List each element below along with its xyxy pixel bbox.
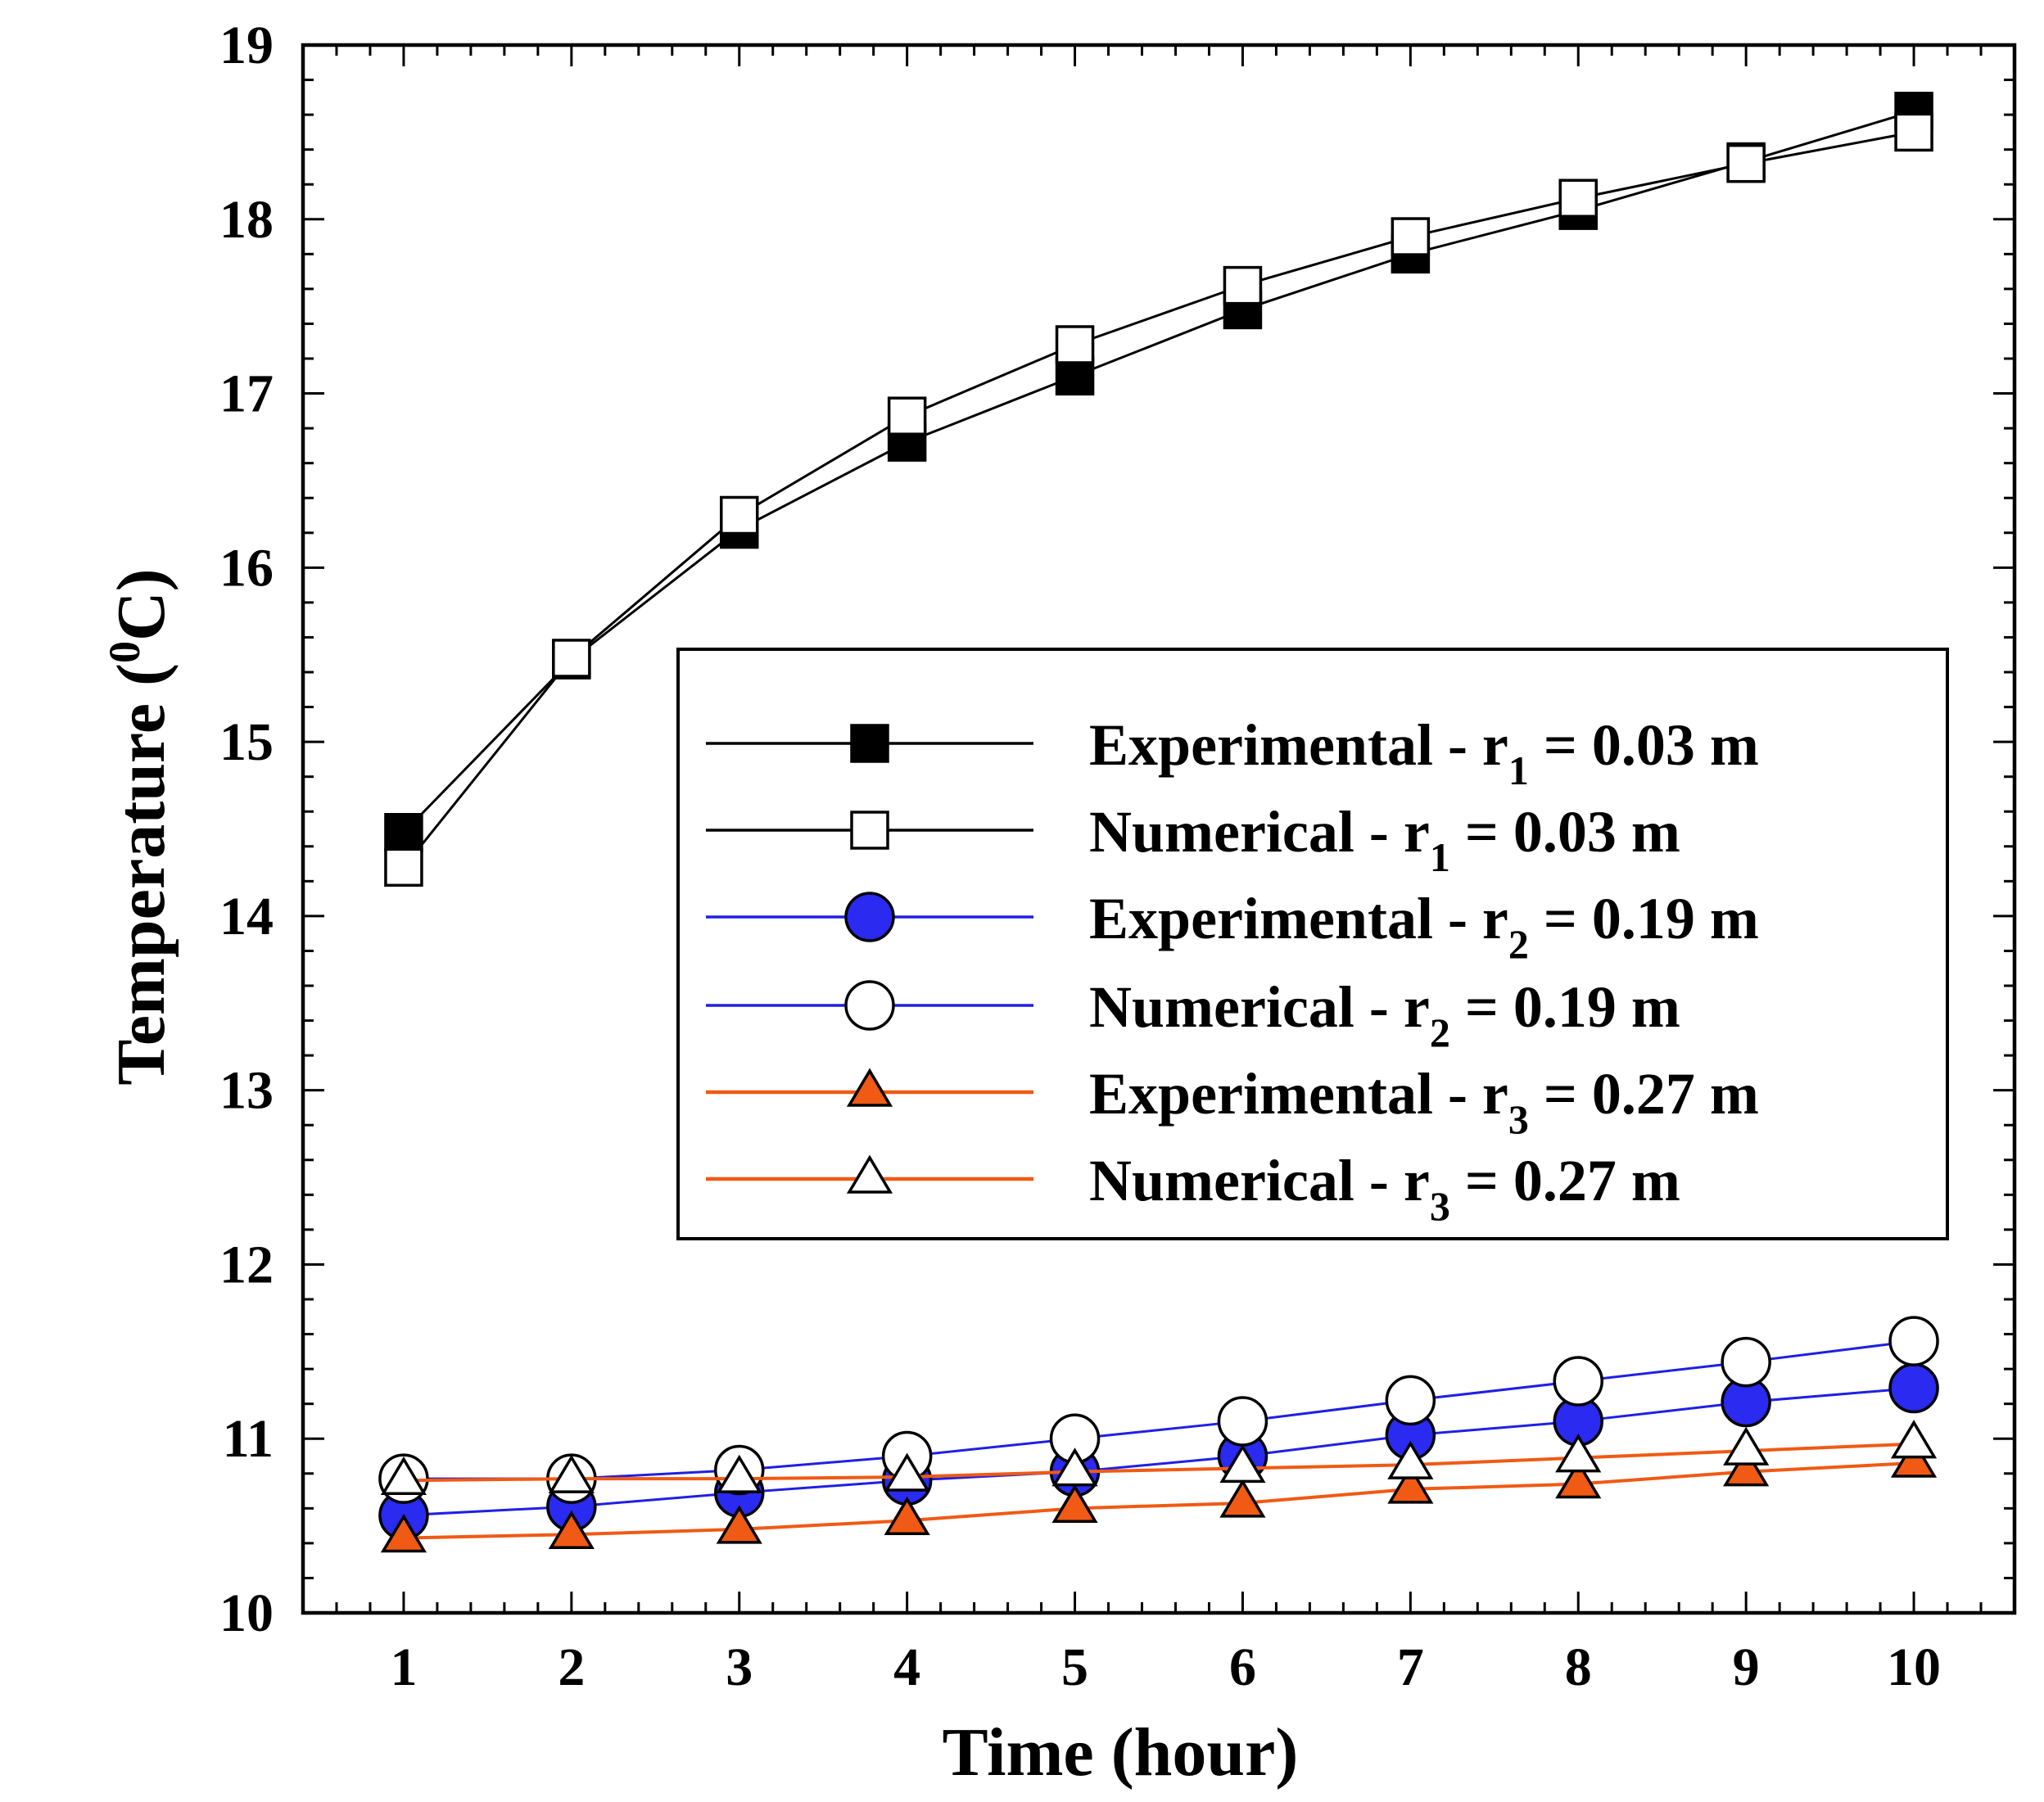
legend-label: Numerical - r1 = 0.03 m [1089, 799, 1680, 880]
y-tick-label: 16 [219, 538, 274, 598]
data-point [716, 1505, 762, 1544]
data-point [1555, 1460, 1602, 1499]
data-point [1558, 178, 1599, 218]
legend-entry: Numerical - r3 = 0.27 m [706, 1148, 1680, 1229]
plot-frame [301, 43, 2017, 1615]
y-tick-label: 19 [219, 16, 274, 75]
series-line [403, 1339, 1915, 1480]
data-point [1051, 1447, 1098, 1487]
legend-label: Numerical - r2 = 0.19 m [1089, 974, 1680, 1055]
legend-entry: Experimental - r3 = 0.27 m [706, 1061, 1759, 1142]
data-point [1219, 1479, 1266, 1518]
x-tick-label: 6 [1229, 1637, 1256, 1697]
x-tick-label: 10 [1887, 1637, 1941, 1697]
series-2 [384, 112, 1933, 887]
legend-entry: Numerical - r2 = 0.19 m [706, 974, 1680, 1055]
data-point [552, 639, 591, 678]
series-line [403, 1461, 1915, 1540]
data-point [548, 1510, 595, 1549]
legend-label: Numerical - r3 = 0.27 m [1089, 1148, 1680, 1229]
y-tick-label: 12 [219, 1235, 274, 1294]
x-tick-label: 4 [893, 1637, 920, 1697]
data-point [384, 847, 423, 887]
series-5 [380, 1438, 1938, 1553]
x-tick-label: 1 [390, 1637, 417, 1697]
y-axis-title: Temperature (0C) [100, 568, 179, 1085]
data-point [1391, 217, 1431, 256]
data-point [887, 396, 927, 436]
data-point [1721, 1336, 1771, 1388]
legend-entry: Experimental - r1 = 0.03 m [706, 712, 1759, 793]
x-tick-label: 9 [1733, 1637, 1760, 1697]
legend-marker [850, 724, 889, 763]
legend-marker [844, 892, 895, 942]
data-point [1888, 1316, 1939, 1366]
x-tick-label: 3 [726, 1637, 753, 1697]
series-line [403, 1387, 1915, 1517]
y-tick-label: 11 [223, 1409, 274, 1469]
data-point [1051, 1484, 1098, 1524]
data-point [1055, 325, 1095, 364]
data-point [1894, 112, 1933, 152]
data-point [384, 813, 423, 852]
data-point [1890, 1420, 1938, 1459]
y-tick-label: 17 [219, 364, 274, 424]
series-line [402, 130, 1915, 869]
x-axis-title: Time (hour) [943, 1714, 1299, 1791]
legend-marker [844, 980, 895, 1031]
data-point [716, 1454, 762, 1493]
data-point [1553, 1356, 1604, 1407]
legend-label: Experimental - r3 = 0.27 m [1089, 1061, 1759, 1142]
data-point [884, 1496, 930, 1535]
y-tick-label: 13 [219, 1061, 274, 1121]
series-6 [380, 1420, 1938, 1495]
data-point [1385, 1375, 1436, 1426]
data-point [548, 1454, 595, 1493]
data-point [1217, 1396, 1268, 1447]
data-point [1888, 1362, 1939, 1414]
data-point [1726, 143, 1766, 183]
legend-entry: Numerical - r1 = 0.03 m [706, 799, 1680, 880]
data-point [1219, 1443, 1266, 1484]
x-tick-label: 8 [1565, 1637, 1592, 1697]
y-tick-label: 14 [219, 887, 274, 946]
data-point [1387, 1465, 1434, 1504]
data-point [1723, 1426, 1770, 1466]
legend-label: Experimental - r1 = 0.03 m [1089, 712, 1759, 793]
legend-marker [846, 1068, 893, 1107]
data-point [380, 1456, 427, 1495]
x-tick-label: 5 [1061, 1637, 1088, 1697]
data-point [719, 495, 759, 535]
series-line [402, 110, 1915, 833]
data-point [1223, 265, 1263, 305]
data-point [1723, 1447, 1770, 1487]
y-tick-label: 15 [219, 712, 274, 772]
y-tick-label: 18 [219, 190, 274, 250]
legend-entry: Experimental - r2 = 0.19 m [706, 886, 1759, 967]
legend-box [676, 648, 1949, 1240]
data-point [380, 1514, 427, 1553]
legend-marker [846, 1154, 893, 1194]
series-line [403, 1442, 1915, 1483]
data-point [1555, 1434, 1602, 1473]
legend-label: Experimental - r2 = 0.19 m [1089, 886, 1759, 967]
legend-marker [850, 811, 889, 850]
x-tick-label: 2 [558, 1637, 585, 1697]
data-point [1387, 1440, 1434, 1479]
data-point [1890, 1438, 1938, 1478]
x-tick-label: 7 [1397, 1637, 1424, 1697]
series-layer [378, 92, 1939, 1553]
y-tick-label: 10 [219, 1583, 274, 1643]
data-point [884, 1452, 930, 1492]
